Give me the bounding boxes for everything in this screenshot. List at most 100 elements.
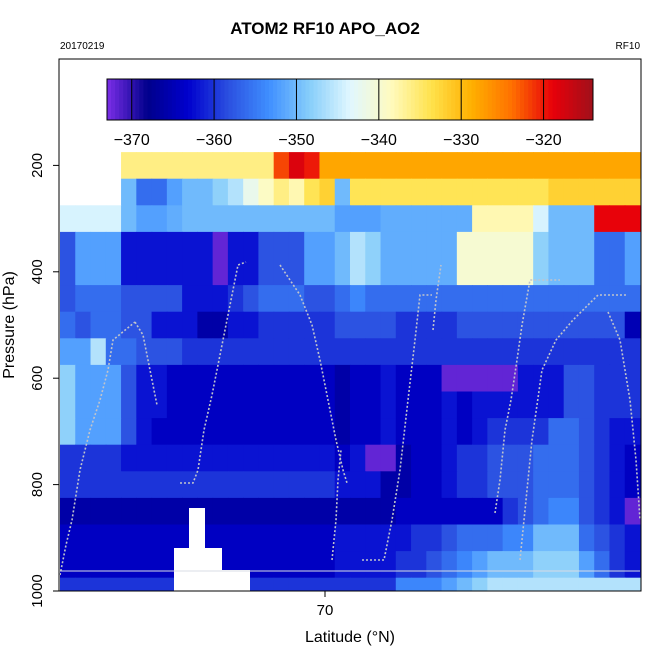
heatmap-cell (334, 444, 351, 472)
heatmap-cell (105, 418, 122, 446)
heatmap-cell (395, 311, 412, 339)
heatmap-cell (121, 338, 137, 366)
heatmap-cell (411, 364, 427, 392)
colorbar-segment (467, 79, 472, 120)
heatmap-cell (243, 285, 260, 313)
heatmap-cell (212, 285, 229, 313)
colorbar-segment (127, 79, 132, 120)
heatmap-cell (563, 285, 580, 313)
heatmap-cell (502, 444, 519, 472)
heatmap-cell (624, 258, 641, 286)
heatmap-cell (350, 497, 366, 525)
heatmap-cell (182, 364, 198, 392)
colorbar-segment (111, 79, 116, 120)
flight-track-line (59, 321, 136, 576)
flight-track-line (134, 321, 158, 406)
heatmap-cell (75, 285, 92, 313)
heatmap-cell (594, 418, 611, 446)
heatmap-cell (75, 231, 92, 259)
heatmap-cell (227, 205, 244, 233)
heatmap-cell (273, 152, 290, 180)
colorbar-segment (528, 79, 533, 120)
colorbar-segment (163, 79, 169, 120)
heatmap-cell (548, 551, 565, 579)
heatmap-cell (548, 524, 565, 552)
heatmap-cell (227, 418, 244, 446)
heatmap-cell (472, 577, 488, 592)
heatmap-cell (578, 577, 595, 592)
heatmap-cell (319, 152, 336, 180)
heatmap-cell (502, 205, 519, 233)
heatmap-cell (197, 205, 214, 233)
y-axis: 200 400 600 800 1000 (29, 153, 59, 608)
heatmap-cell (288, 231, 305, 259)
colorbar-segment (248, 79, 254, 120)
heatmap-cell (441, 551, 458, 579)
x-axis-label: Latitude (°N) (305, 629, 395, 646)
heatmap-cell (472, 285, 488, 313)
colorbar-segment (305, 79, 310, 120)
heatmap-cell (548, 471, 565, 499)
heatmap-cell (288, 152, 305, 180)
heatmap-cell (151, 285, 168, 313)
heatmap-cell (365, 551, 382, 579)
heatmap-cell (136, 551, 153, 579)
heatmap-cell (594, 231, 611, 259)
heatmap-cell (365, 471, 382, 499)
heatmap-cell (411, 418, 427, 446)
heatmap-cell (517, 311, 534, 339)
heatmap-cell (350, 205, 366, 233)
flight-track-line (331, 449, 342, 561)
colorbar-segment (366, 79, 371, 120)
heatmap-cell (151, 497, 168, 525)
heatmap-cell (258, 205, 275, 233)
colorbar-segment (345, 79, 351, 120)
colorbar-segment (159, 79, 165, 120)
heatmap-cell (533, 497, 550, 525)
heatmap-cell (594, 497, 611, 525)
heatmap-cell (136, 311, 153, 339)
heatmap-cell (456, 311, 473, 339)
heatmap-cell (456, 258, 473, 286)
heatmap-cell (380, 391, 397, 419)
colorbar-segment (236, 79, 242, 120)
colorbar-segment (495, 79, 501, 120)
heatmap-cell (624, 364, 641, 392)
heatmap-cell (258, 471, 275, 499)
heatmap-cell (182, 258, 198, 286)
colorbar-segment (524, 79, 529, 120)
colorbar-segment (293, 79, 298, 120)
heatmap-cell (517, 258, 534, 286)
heatmap-cell (227, 338, 244, 366)
colorbar-segment (370, 79, 375, 120)
colorbar-segment (297, 79, 302, 120)
heatmap-cell (75, 497, 92, 525)
heatmap-cell (502, 497, 519, 525)
heatmap-cell (304, 285, 321, 313)
flight-id: RF10 (615, 41, 640, 52)
heatmap-cell (258, 258, 275, 286)
heatmap-cell (578, 311, 595, 339)
flight-track-line (180, 261, 247, 484)
heatmap-cell (441, 258, 458, 286)
heatmap-cell (395, 471, 412, 499)
heatmap-cell (182, 205, 198, 233)
heatmap-cell (502, 285, 519, 313)
heatmap-cell (472, 258, 488, 286)
heatmap-cell (350, 551, 366, 579)
heatmap-cell (350, 418, 366, 446)
heatmap-cell (380, 338, 397, 366)
heatmap-cell (456, 364, 473, 392)
heatmap-cell (380, 178, 397, 206)
heatmap-cell (350, 444, 366, 472)
colorbar-segment (329, 79, 335, 120)
heatmap-cell (273, 524, 290, 552)
heatmap-cell (350, 258, 366, 286)
colorbar-segment (273, 79, 278, 120)
heatmap-cell (334, 152, 351, 180)
heatmap-cell (380, 258, 397, 286)
colorbar-segment (143, 79, 148, 120)
colorbar-segment (378, 79, 383, 120)
heatmap-cell (350, 364, 366, 392)
heatmap-cell (395, 577, 412, 592)
